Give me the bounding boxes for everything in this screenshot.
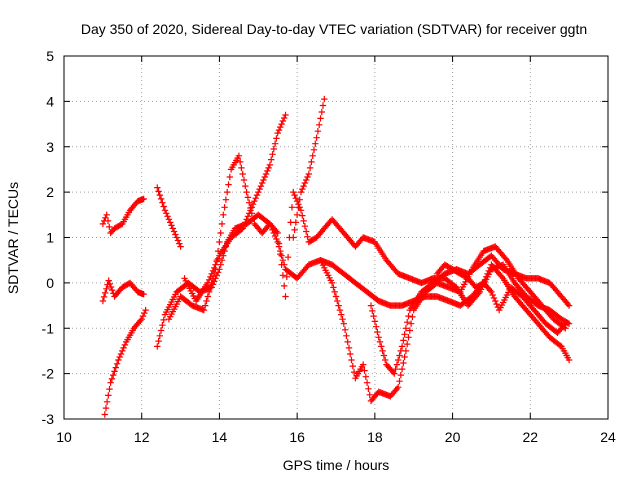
x-tick-label: 18 xyxy=(367,429,383,445)
y-tick-label: 1 xyxy=(46,230,54,246)
data-series-track-8 xyxy=(290,95,328,241)
data-point-marks xyxy=(433,261,569,336)
data-series-track-11 xyxy=(433,261,569,336)
y-tick-label: 0 xyxy=(46,275,54,291)
data-series-track-1 xyxy=(99,195,147,237)
data-point-marks xyxy=(99,195,147,237)
x-tick-label: 22 xyxy=(522,429,538,445)
y-tick-label: 3 xyxy=(46,139,54,155)
chart-title: Day 350 of 2020, Sidereal Day-to-day VTE… xyxy=(81,21,587,37)
y-tick-label: -1 xyxy=(42,320,55,336)
data-layer xyxy=(99,95,573,418)
data-series-track-4 xyxy=(154,184,184,250)
data-point-marks xyxy=(99,277,147,305)
data-series-track-2 xyxy=(99,277,147,305)
x-axis-label: GPS time / hours xyxy=(283,457,390,473)
y-tick-label: -2 xyxy=(42,366,55,382)
grid-layer xyxy=(64,56,608,419)
x-tick-label: 24 xyxy=(600,429,616,445)
x-tick-label: 10 xyxy=(56,429,72,445)
data-series-track-7 xyxy=(181,111,289,305)
y-axis-label: SDTVAR / TECUs xyxy=(5,182,21,294)
data-point-marks xyxy=(290,95,328,241)
data-series-track-3 xyxy=(101,306,149,418)
data-point-marks xyxy=(101,306,149,418)
y-tick-label: 4 xyxy=(46,93,54,109)
x-tick-label: 12 xyxy=(134,429,150,445)
x-tick-label: 14 xyxy=(212,429,228,445)
y-tick-label: -3 xyxy=(42,411,55,427)
x-tick-label: 20 xyxy=(445,429,461,445)
data-point-marks xyxy=(154,184,184,250)
y-tick-label: 5 xyxy=(46,48,54,64)
data-point-marks xyxy=(181,111,289,305)
plot-frame xyxy=(63,55,609,420)
x-tick-label: 16 xyxy=(289,429,305,445)
y-tick-label: 2 xyxy=(46,184,54,200)
